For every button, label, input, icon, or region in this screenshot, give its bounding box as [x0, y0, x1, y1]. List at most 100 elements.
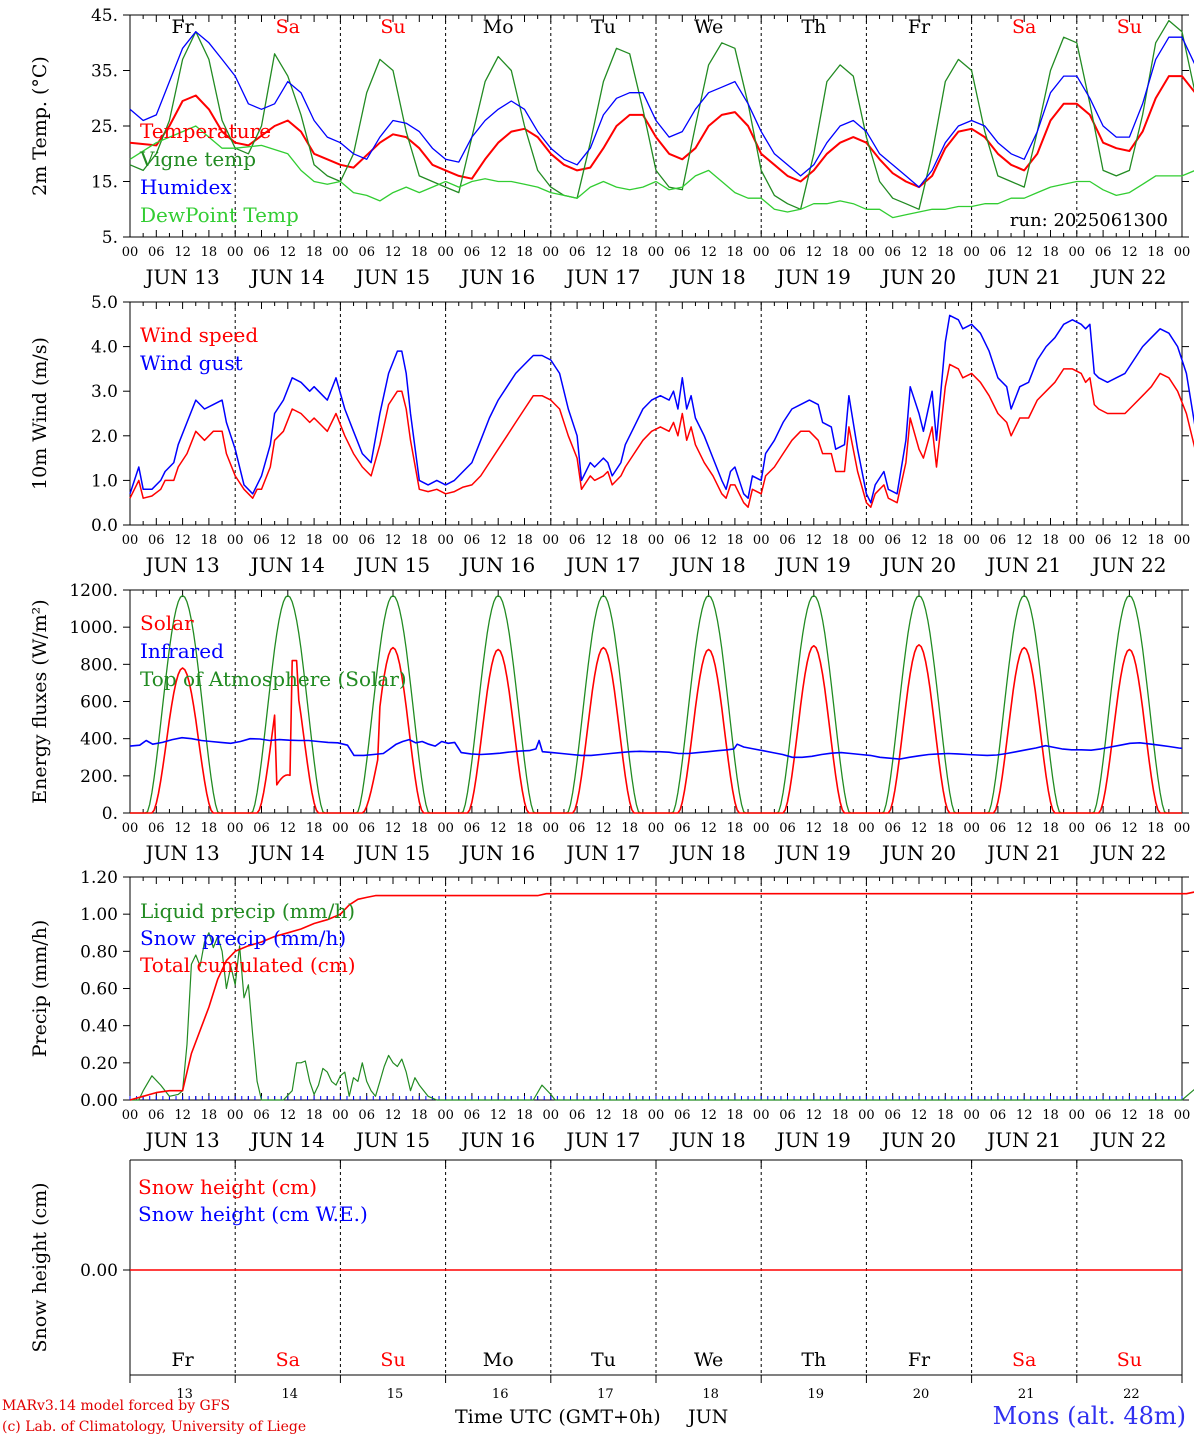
legend-entry: Liquid precip (mm/h) — [140, 899, 355, 923]
hour-tick-label: 18 — [1042, 821, 1059, 836]
date-label: JUN 20 — [880, 841, 956, 865]
date-label: JUN 16 — [459, 553, 535, 577]
solar-line — [971, 646, 1077, 814]
weekday-label: Tu — [591, 16, 616, 38]
hour-tick-label: 18 — [516, 1108, 533, 1123]
hour-tick-label: 18 — [832, 533, 849, 548]
day-number-label: 14 — [282, 1387, 299, 1402]
hour-tick-label: 18 — [411, 245, 428, 260]
hour-tick-label: 18 — [306, 821, 323, 836]
y-axis-title: Snow height (cm) — [29, 1182, 51, 1352]
legend-entry: Snow height (cm W.E.) — [138, 1202, 368, 1226]
toa-solar-line — [656, 594, 762, 814]
hour-tick-label: 00 — [227, 821, 244, 836]
hour-tick-label: 18 — [1147, 1108, 1164, 1123]
hour-tick-label: 12 — [806, 821, 823, 836]
hour-tick-label: 18 — [621, 245, 638, 260]
hour-tick-label: 12 — [280, 1108, 297, 1123]
hour-tick-label: 06 — [148, 245, 165, 260]
legend-entry: Vigne temp — [139, 147, 256, 171]
weekday-label: Th — [801, 1349, 826, 1371]
toa-solar-line — [340, 594, 446, 814]
date-label: JUN 19 — [775, 1128, 851, 1152]
hour-tick-label: 00 — [1174, 821, 1191, 836]
hour-tick-label: 00 — [437, 533, 454, 548]
y-tick-label: 0.00 — [80, 1261, 118, 1281]
hour-tick-label: 18 — [621, 533, 638, 548]
plot-frame — [129, 589, 1183, 814]
hour-tick-label: 00 — [122, 821, 139, 836]
temp-series-line — [129, 31, 1194, 188]
y-tick-label: 4.0 — [91, 338, 118, 358]
hour-tick-label: 00 — [122, 533, 139, 548]
y-tick-label: 15. — [91, 173, 118, 193]
weekday-label: Sa — [276, 16, 300, 38]
station-name: Mons (alt. 48m) — [992, 1402, 1186, 1430]
hour-tick-label: 06 — [253, 533, 270, 548]
snow-panel: 0.00 Snow height (cm) Snow height (cm) Snow… — [29, 1159, 1183, 1428]
hour-tick-label: 00 — [1069, 821, 1086, 836]
y-tick-label: 2.0 — [91, 427, 118, 447]
hour-tick-label: 00 — [332, 821, 349, 836]
hour-tick-label: 00 — [1174, 533, 1191, 548]
hour-tick-label: 18 — [937, 1108, 954, 1123]
hour-tick-label: 12 — [490, 821, 507, 836]
hour-tick-label: 12 — [911, 821, 928, 836]
hour-tick-label: 06 — [674, 533, 691, 548]
legend-entry: Total cumulated (cm) — [140, 953, 356, 977]
y-tick-label: 1000. — [69, 618, 118, 638]
date-label: JUN 20 — [880, 1128, 956, 1152]
run-label: run: 2025061300 — [1010, 210, 1168, 231]
solar-line — [550, 646, 656, 814]
hour-tick-label: 12 — [806, 245, 823, 260]
date-label: JUN 13 — [144, 553, 220, 577]
weekday-label: Mo — [483, 16, 514, 38]
weekday-label: Fr — [908, 1349, 931, 1371]
solar-line — [340, 646, 446, 814]
hour-tick-label: 00 — [122, 245, 139, 260]
day-number-label: 18 — [702, 1387, 719, 1402]
hour-tick-label: 18 — [832, 1108, 849, 1123]
hour-tick-label: 12 — [1016, 1108, 1033, 1123]
hour-tick-label: 12 — [700, 245, 717, 260]
hour-tick-label: 18 — [937, 821, 954, 836]
date-label: JUN 22 — [1090, 265, 1166, 289]
y-axis-title: 10m Wind (m/s) — [29, 337, 51, 490]
toa-solar-line — [971, 594, 1077, 814]
hour-tick-label: 06 — [569, 533, 586, 548]
weekday-label: Sa — [276, 1349, 300, 1371]
hour-tick-label: 12 — [1016, 245, 1033, 260]
hour-tick-label: 06 — [779, 821, 796, 836]
day-number-label: 17 — [597, 1387, 614, 1402]
toa-solar-line — [1076, 594, 1182, 814]
hour-tick-label: 06 — [1095, 245, 1112, 260]
hour-tick-label: 18 — [1042, 1108, 1059, 1123]
weekday-label: We — [694, 16, 723, 38]
wind-series-line — [129, 363, 1194, 508]
hour-tick-label: 00 — [963, 533, 980, 548]
date-label: JUN 21 — [985, 841, 1061, 865]
solar-line — [235, 659, 341, 814]
hour-tick-label: 00 — [227, 1108, 244, 1123]
y-tick-label: 0.0 — [91, 516, 118, 536]
hour-tick-label: 12 — [385, 1108, 402, 1123]
hour-tick-label: 18 — [621, 1108, 638, 1123]
hour-tick-label: 00 — [648, 245, 665, 260]
hour-tick-label: 00 — [858, 1108, 875, 1123]
month-label: JUN — [686, 1406, 728, 1428]
date-label: JUN 20 — [880, 265, 956, 289]
hour-tick-label: 12 — [1121, 821, 1138, 836]
y-tick-label: 1200. — [69, 581, 118, 601]
credit-line-1: MARv3.14 model forced by GFS — [2, 1398, 231, 1414]
hour-tick-label: 12 — [385, 533, 402, 548]
hour-tick-label: 12 — [595, 245, 612, 260]
hour-tick-label: 12 — [700, 533, 717, 548]
hour-tick-label: 18 — [727, 821, 744, 836]
day-number-label: 20 — [913, 1387, 930, 1402]
weekday-label: Su — [380, 1349, 405, 1371]
hour-tick-label: 18 — [1042, 245, 1059, 260]
hour-tick-label: 06 — [674, 821, 691, 836]
hour-tick-label: 00 — [858, 533, 875, 548]
y-tick-label: 0.80 — [80, 942, 118, 962]
hour-tick-label: 18 — [621, 821, 638, 836]
